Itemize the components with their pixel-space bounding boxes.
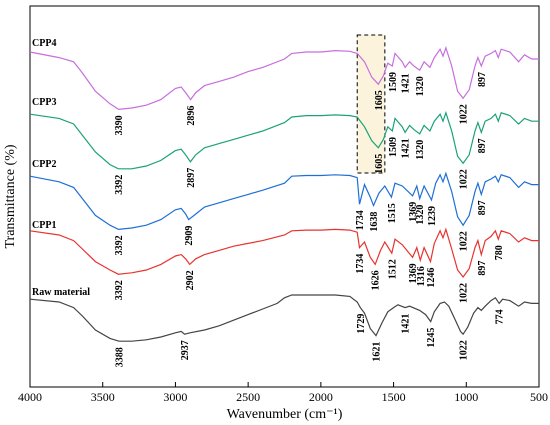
peak-label: 2937 — [180, 340, 191, 360]
x-tick-label: 3000 — [163, 390, 187, 404]
series-label: CPP3 — [32, 97, 56, 108]
peak-label: 1245 — [426, 328, 437, 348]
peak-label: 1022 — [459, 283, 470, 303]
series-line-cpp1 — [29, 227, 539, 278]
peak-label: 1246 — [426, 268, 437, 288]
peak-label: 2897 — [186, 168, 197, 188]
peak-label: 3392 — [114, 175, 125, 195]
x-axis-ticks: 4000 3500 3000 2500 2000 1500 1000 500 — [18, 382, 548, 404]
series-label-layer: CPP4 CPP3 CPP2 CPP1 Raw material — [32, 38, 90, 298]
peak-label: 1320 — [415, 205, 426, 225]
series-layer — [29, 45, 539, 342]
peak-label: 3388 — [115, 347, 126, 367]
peak-label: 1729 — [356, 314, 367, 334]
peak-label: 3392 — [114, 280, 125, 300]
x-tick-label: 2500 — [236, 390, 260, 404]
peak-label: 1626 — [371, 270, 382, 290]
peak-label: 1421 — [401, 138, 412, 158]
peak-label: 1239 — [427, 206, 438, 226]
peak-label: 1512 — [387, 259, 398, 279]
x-tick-label: 3500 — [91, 390, 115, 404]
peak-label: 780 — [494, 245, 505, 260]
peak-label: 1421 — [401, 314, 412, 334]
peak-label: 1638 — [369, 212, 380, 232]
series-line-cpp3 — [29, 110, 539, 170]
x-tick-label: 2000 — [309, 390, 333, 404]
series-label: CPP1 — [32, 220, 56, 231]
peak-label: 1509 — [388, 137, 399, 157]
peak-label: 774 — [495, 309, 506, 324]
x-tick-label: 4000 — [18, 390, 42, 404]
peak-label: 897 — [477, 138, 488, 153]
peak-label: 1022 — [459, 169, 470, 189]
peak-label: 2909 — [184, 226, 195, 246]
peak-label: 1605 — [374, 154, 385, 174]
peak-label: 3392 — [114, 235, 125, 255]
peak-label: 1320 — [415, 140, 426, 160]
peak-label: 1316 — [416, 266, 427, 286]
peak-label: 897 — [477, 261, 488, 276]
series-label: CPP2 — [32, 159, 56, 170]
peak-label: 1515 — [387, 203, 398, 223]
peak-label: 1320 — [415, 76, 426, 96]
peak-label: 897 — [477, 200, 488, 215]
x-axis-title: Wavenumber (cm⁻¹) — [227, 407, 343, 422]
peak-label: 1734 — [355, 210, 366, 230]
peak-label: 1369 — [408, 202, 419, 222]
peak-label: 1369 — [408, 263, 419, 283]
peak-label: 1734 — [355, 254, 366, 274]
peak-label: 2902 — [185, 270, 196, 290]
plot-frame — [29, 5, 540, 388]
peak-label: 3390 — [114, 115, 125, 135]
peak-label: 1605 — [374, 90, 385, 110]
series-line-raw-material — [29, 294, 539, 342]
peak-label: 1022 — [459, 231, 470, 251]
peak-label: 1621 — [372, 342, 383, 362]
peak-label: 1022 — [459, 104, 470, 124]
peak-label: 1421 — [401, 73, 412, 93]
peak-label: 897 — [477, 72, 488, 87]
x-tick-label: 1000 — [454, 390, 478, 404]
peak-label: 1022 — [459, 340, 470, 360]
series-label: CPP4 — [32, 38, 56, 49]
series-line-cpp2 — [29, 171, 539, 231]
peak-label: 2896 — [186, 106, 197, 126]
x-tick-label: 1500 — [382, 390, 406, 404]
peak-label: 1509 — [388, 72, 399, 92]
series-label: Raw material — [32, 287, 90, 298]
series-line-cpp4 — [29, 45, 539, 111]
x-tick-label: 500 — [530, 390, 548, 404]
y-axis-title: Transmittance (%) — [3, 144, 18, 248]
